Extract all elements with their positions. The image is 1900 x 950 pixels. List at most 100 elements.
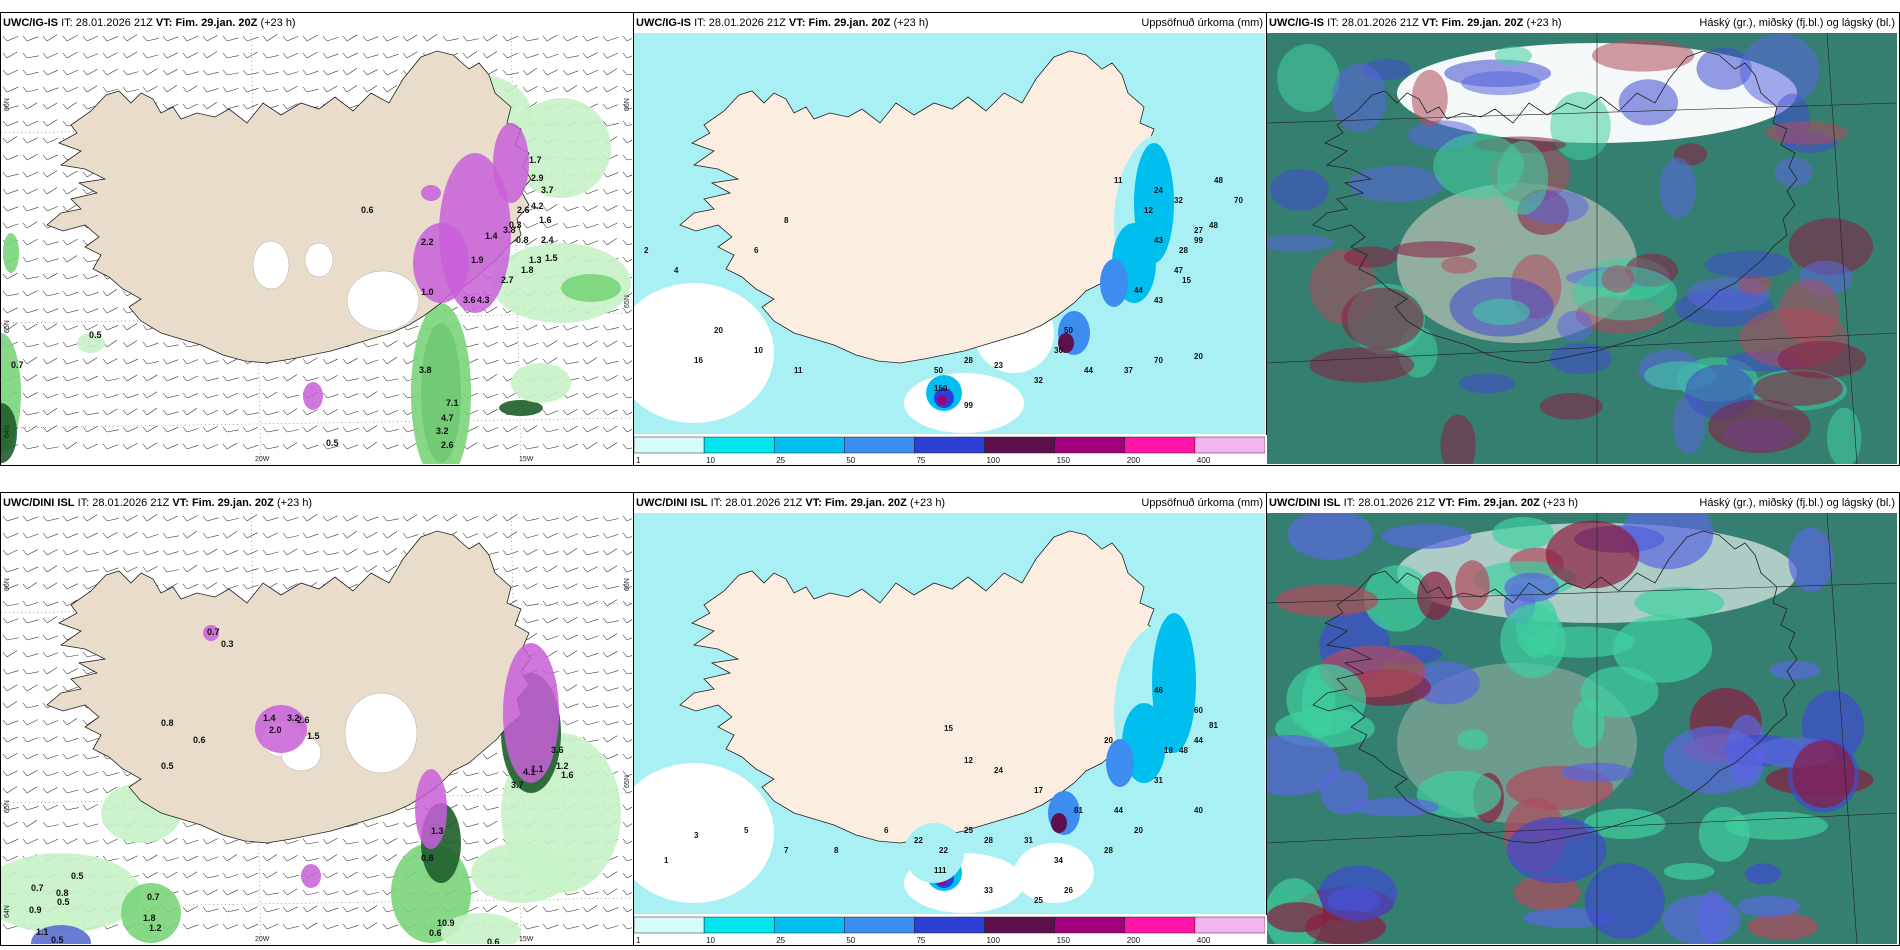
precip-value-label: 1.6 xyxy=(561,770,574,780)
precip-value-label: 4.7 xyxy=(441,413,454,423)
grid-lines xyxy=(1267,513,1897,944)
accum-value-label: 4 xyxy=(674,266,679,275)
precip-value-label: 1.6 xyxy=(539,215,552,225)
precip-value-label: 1.2 xyxy=(149,923,162,933)
precip-value-label: 2.4 xyxy=(541,235,554,245)
colorbar-swatch xyxy=(703,436,775,454)
lon-label-20w: 20W xyxy=(255,936,270,943)
precip-value-label: 3.8 xyxy=(419,365,432,375)
precip-value-label: 1.5 xyxy=(545,253,558,263)
accum-value-label: 37 xyxy=(1124,366,1133,375)
accum-value-label: 81 xyxy=(1074,806,1083,815)
colorbar-tick: 10 xyxy=(706,456,715,465)
precip-value-label: 0.8 xyxy=(516,235,529,245)
accum-value-label: 70 xyxy=(1234,196,1243,205)
colorbar-svg: 1 10 25 50 75 100 150 200 400 xyxy=(634,436,1265,465)
accum-value-label: 28 xyxy=(1104,846,1113,855)
lon-label-15w: 15W xyxy=(519,936,534,943)
it-value: 28.01.2026 21Z xyxy=(1358,497,1436,509)
lead-time: (+23 h) xyxy=(909,497,946,509)
accum-value-label: 22 xyxy=(939,846,948,855)
it-value: 28.01.2026 21Z xyxy=(92,497,170,509)
panel-clouds-dini: UWC/DINI ISL IT: 28.01.2026 21Z VT: Fim.… xyxy=(1266,492,1900,946)
accum-areas xyxy=(926,133,1265,411)
map-area[interactable]: 1 3 5 7 8 6 22 22 25 28 31 34 28 20 40 48 44 18 31 44 81 17 24… xyxy=(634,513,1267,915)
vt-value: Fim. 29.jan. 20Z xyxy=(824,497,907,509)
model-name: UWC/DINI ISL xyxy=(1269,497,1341,509)
colorbar-tick: 400 xyxy=(1197,456,1211,465)
precip-value-label: 3.7 xyxy=(541,185,554,195)
colorbar: 1 10 25 50 75 100 150 200 400 xyxy=(634,435,1267,465)
accum-value-label: 8 xyxy=(834,846,839,855)
value-labels: 0.70.30.80.60.50.70.50.80.90.5 0.71.81.21… xyxy=(29,627,574,944)
lat-label-65n: 65N xyxy=(4,320,11,333)
colorbar-tick: 1 xyxy=(636,936,641,945)
accum-value-label: 32 xyxy=(1034,376,1043,385)
accum-value-label: 44 xyxy=(1134,286,1143,295)
accum-value-label: 32 xyxy=(1174,196,1183,205)
it-label: IT: xyxy=(694,17,706,29)
accum-value-label: 12 xyxy=(1144,206,1153,215)
precip-value-label: 4.1 xyxy=(523,767,536,777)
precip-value-label: 1.4 xyxy=(263,713,276,723)
it-value: 28.01.2026 21Z xyxy=(75,17,153,29)
map-area[interactable]: 2 4 6 8 16 20 10 11 50 28 23 30 37 44 70 20 43 47 28 27 70 48… xyxy=(634,33,1267,435)
accum-value-label: 23 xyxy=(994,361,1003,370)
precip-value-label: 3.7 xyxy=(511,780,524,790)
map-area[interactable] xyxy=(1267,513,1899,945)
precip-value-label: 0.3 xyxy=(221,639,234,649)
accum-value-label: 44 xyxy=(1194,736,1203,745)
accum-value-label: 48 xyxy=(1179,746,1188,755)
vt-label: VT: xyxy=(805,497,822,509)
it-value: 28.01.2026 21Z xyxy=(725,497,803,509)
map-area[interactable]: 66N 65N 64N 66N 65N 20W 15W 0.7 0.3 0.8 0.6… xyxy=(1,513,634,945)
colorbar-swatch xyxy=(1054,916,1126,934)
panel-accumulated-precip-ig-is: UWC/IG-IS IT: 28.01.2026 21Z VT: Fim. 29… xyxy=(633,12,1268,466)
map-svg xyxy=(1267,33,1897,464)
accum-value-label: 34 xyxy=(1054,856,1063,865)
accum-value-label: 16 xyxy=(694,356,703,365)
accum-value-label: 48 xyxy=(1209,221,1218,230)
precip-value-label: 1.8 xyxy=(521,265,534,275)
accum-value-label: 8 xyxy=(784,216,789,225)
panel-header: UWC/IG-IS IT: 28.01.2026 21Z VT: Fim. 29… xyxy=(1,13,634,33)
precip-value-label: 3.2 xyxy=(436,426,449,436)
vt-value: Fim. 29.jan. 20Z xyxy=(1457,497,1540,509)
colorbar-tick: 50 xyxy=(846,936,855,945)
panel-header: UWC/DINI ISL IT: 28.01.2026 21Z VT: Fim.… xyxy=(1267,493,1899,513)
colorbar-tick: 25 xyxy=(776,936,785,945)
colorbar-swatch xyxy=(984,436,1055,454)
precip-value-label: 2.6 xyxy=(441,440,454,450)
precip-value-label: 0.6 xyxy=(193,735,206,745)
vt-label: VT: xyxy=(155,17,173,29)
map-area[interactable]: 66N 65N 64N 66N 65N 20W 15W 0.5 0.7 0.5 3.8… xyxy=(1,33,634,465)
panel-header: UWC/DINI ISL IT: 28.01.2026 21Z VT: Fim.… xyxy=(1,493,634,513)
lat-label-65n-right: 65N xyxy=(624,295,631,308)
accum-value-label: 99 xyxy=(964,401,973,410)
panel-header: UWC/IG-IS IT: 28.01.2026 21Z VT: Fim. 29… xyxy=(1267,13,1899,33)
map-svg: 66N 65N 64N 66N 65N 20W 15W 0.5 0.7 0.5 3.8… xyxy=(1,33,632,464)
vt-value: Fim. 29.jan. 20Z xyxy=(175,17,258,29)
accum-value-label: 24 xyxy=(1154,186,1163,195)
precip-value-label: 1.8 xyxy=(143,913,156,923)
colorbar-swatch xyxy=(773,436,845,454)
colorbar-tick: 10 xyxy=(706,936,715,945)
precip-areas xyxy=(1,613,621,944)
colorbar-swatch xyxy=(914,436,985,454)
colorbar-tick: 75 xyxy=(916,456,925,465)
colorbar-swatch xyxy=(634,436,705,454)
map-area[interactable] xyxy=(1267,33,1899,465)
lon-label-15w: 15W xyxy=(519,456,534,463)
lat-labels: 66N 65N 64N 66N 65N xyxy=(4,98,631,438)
panel-title: Uppsöfnuð úrkoma (mm) xyxy=(1141,497,1263,509)
panel-title: Háský (gr.), miðský (fj.bl.) og lágský (… xyxy=(1699,497,1895,509)
colorbar-swatch xyxy=(1194,436,1265,454)
panel-accumulated-precip-dini: UWC/DINI ISL IT: 28.01.2026 21Z VT: Fim.… xyxy=(633,492,1268,946)
precip-value-label: 0.9 xyxy=(29,905,42,915)
accum-value-label: 28 xyxy=(964,356,973,365)
accum-value-label: 15 xyxy=(1182,276,1191,285)
it-value: 28.01.2026 21Z xyxy=(1341,17,1419,29)
accum-value-label: 20 xyxy=(714,326,723,335)
accum-value-label: 26 xyxy=(1064,886,1073,895)
